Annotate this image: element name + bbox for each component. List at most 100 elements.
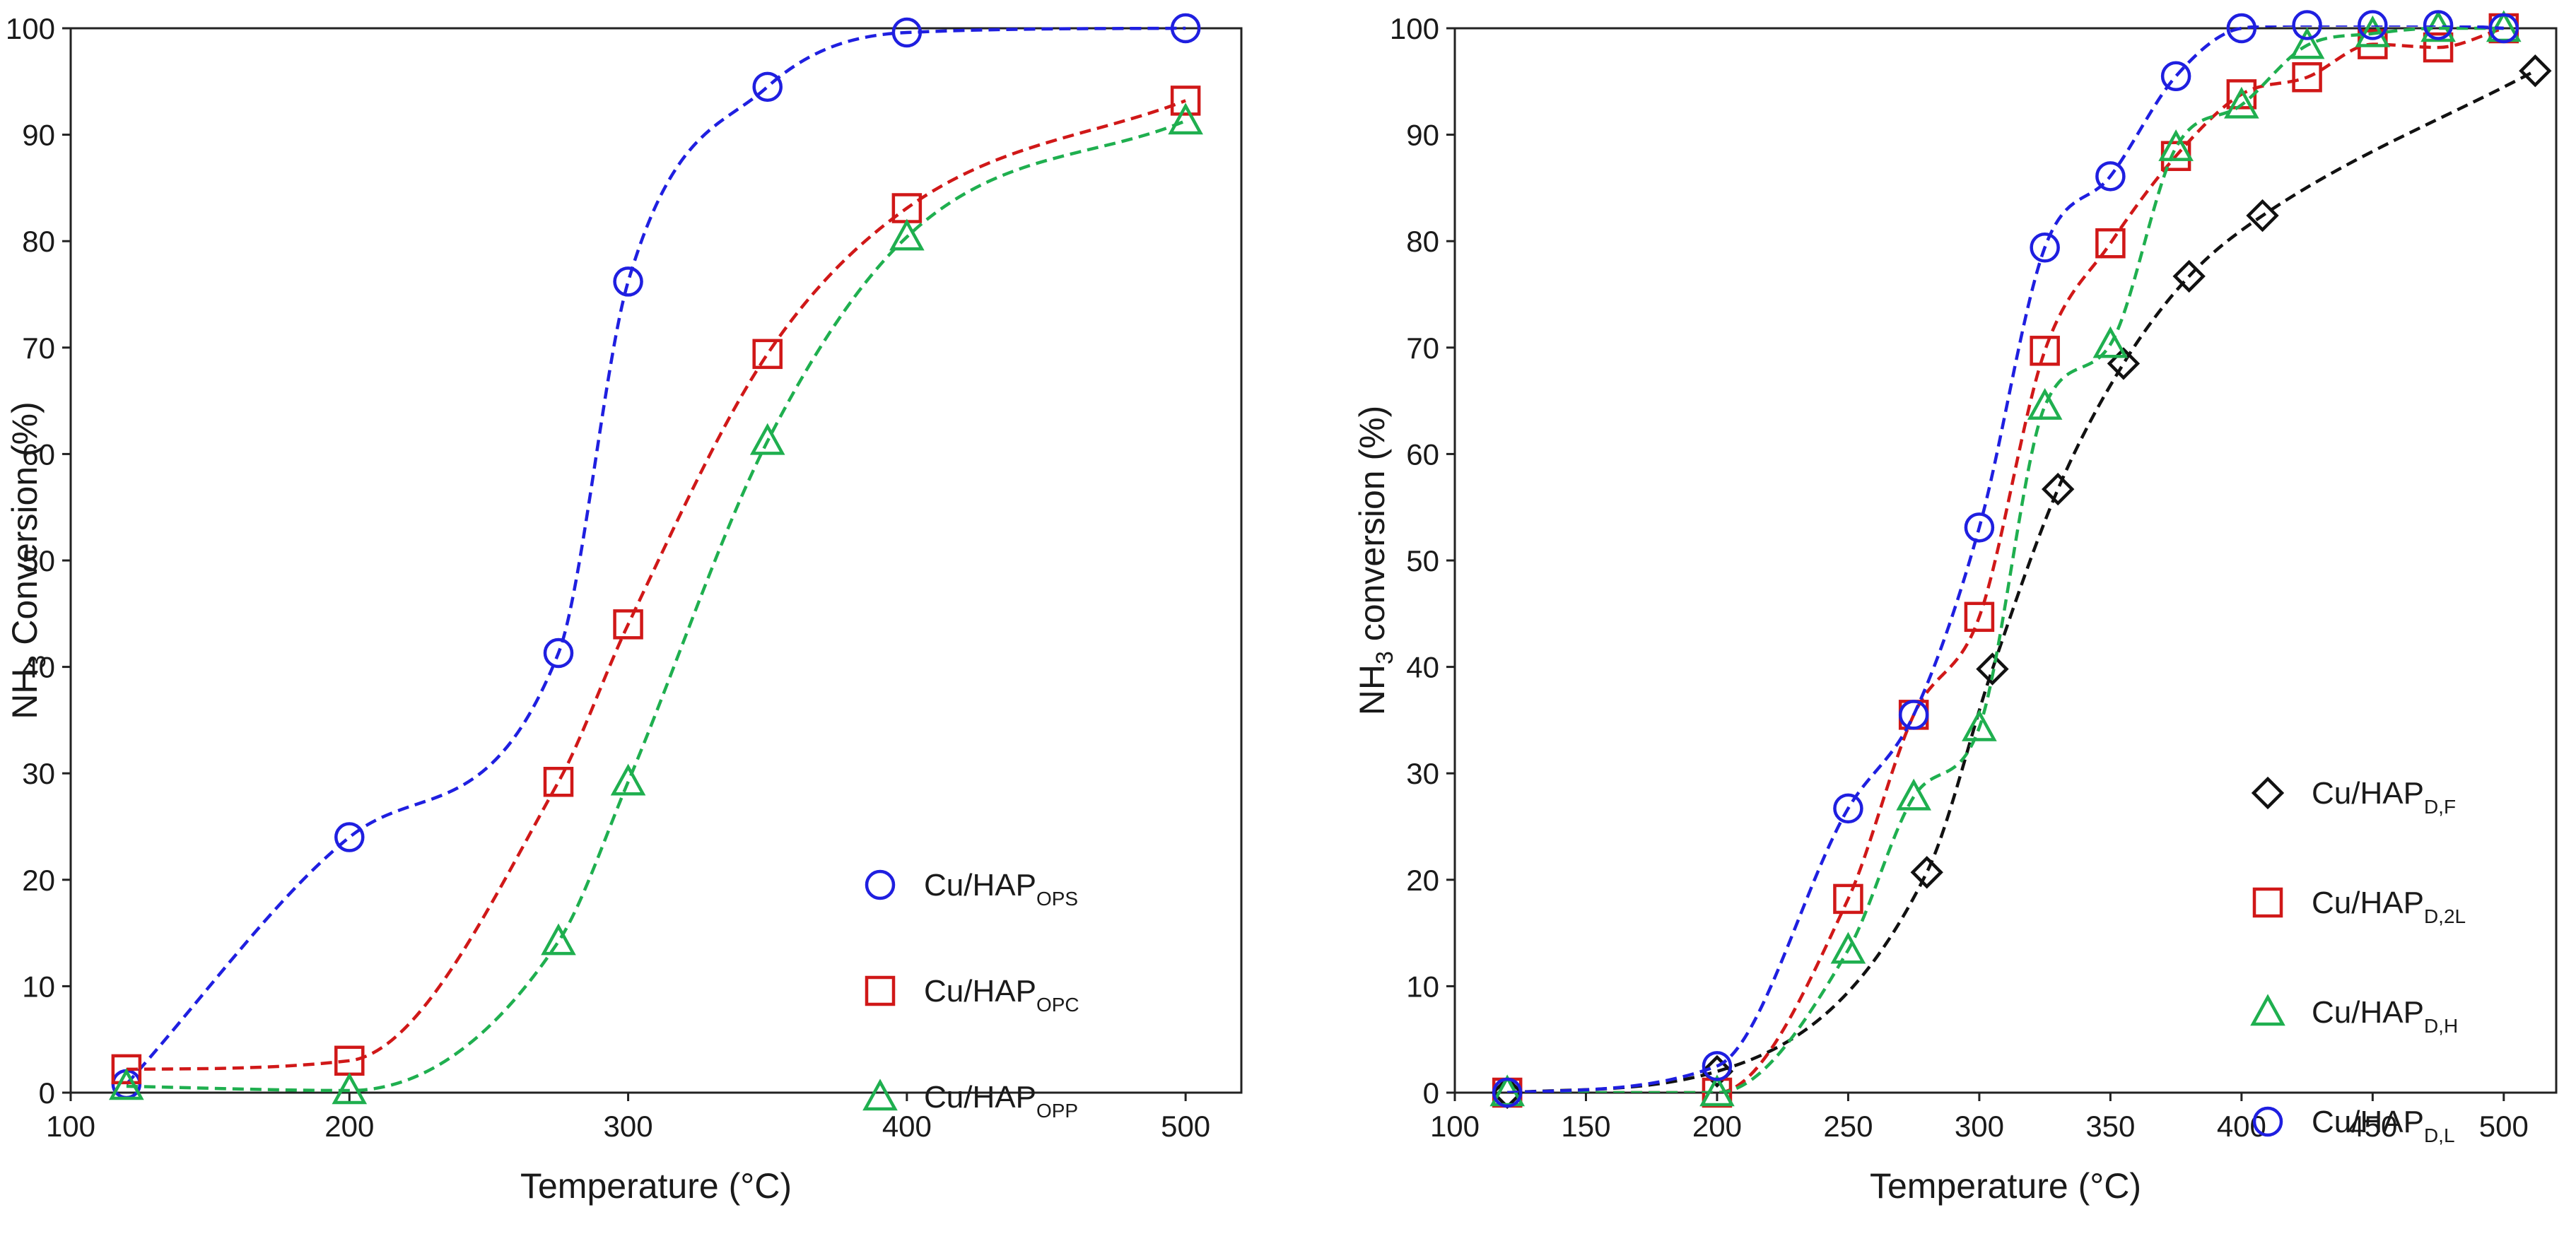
- x-tick-label: 350: [2085, 1110, 2135, 1143]
- data-point-d-h: [1699, 1074, 1735, 1107]
- data-point-opc: [543, 766, 574, 797]
- series-cu-hap-d-2l: [1492, 13, 2519, 1108]
- y-axis-title: NH3 Conversion (%): [5, 401, 51, 719]
- fit-curve-opp: [126, 119, 1186, 1093]
- data-point-opp: [749, 423, 785, 455]
- x-tick-label: 250: [1823, 1110, 1873, 1143]
- series-cu-hap-ops: [111, 13, 1201, 1100]
- fit-curve-opc: [126, 99, 1186, 1071]
- data-point-d-h: [2158, 129, 2194, 161]
- y-tick-label: 50: [1406, 544, 1439, 577]
- data-point-ops: [543, 637, 574, 669]
- series-cu-hap-opc: [111, 86, 1201, 1085]
- legend-label-d-h: Cu/HAPD,H: [2312, 995, 2458, 1037]
- data-point-d-l: [2488, 13, 2519, 44]
- y-tick-label: 10: [22, 970, 55, 1003]
- legend-label-d-l: Cu/HAPD,L: [2312, 1105, 2455, 1146]
- x-tick-label: 150: [1561, 1110, 1610, 1143]
- data-point-d-l: [2423, 10, 2454, 40]
- data-point-d-l: [2030, 232, 2060, 263]
- legend-marker-d-l: [2252, 1106, 2283, 1137]
- x-axis-title: Temperature (°C): [520, 1166, 792, 1206]
- y-tick-label: 90: [22, 119, 55, 152]
- y-tick-label: 40: [22, 651, 55, 684]
- fit-curve-d-f: [1507, 69, 2536, 1093]
- legend-item-d-h: Cu/HAPD,H: [2250, 994, 2458, 1037]
- legend-item-ops: Cu/HAPOPS: [865, 868, 1078, 910]
- data-point-ops: [891, 17, 923, 48]
- data-point-opp: [332, 1072, 368, 1105]
- legend-marker-d-2l: [2252, 887, 2283, 918]
- data-point-d-h: [2420, 10, 2456, 42]
- legend-label-d-2l: Cu/HAPD,2L: [2312, 886, 2466, 927]
- x-tick-label: 300: [604, 1110, 653, 1143]
- legend-marker-opp: [862, 1079, 898, 1111]
- x-tick-label: 400: [882, 1110, 932, 1143]
- chart-right: 0 10 20 30 40 50 60 70 80 90 100 100 150 200 250 300 350…: [1352, 10, 2558, 1206]
- data-point-opp: [610, 763, 646, 796]
- y-tick-label: 30: [22, 757, 55, 790]
- y-tick-label: 100: [6, 12, 55, 45]
- data-point-d-l: [1492, 1077, 1523, 1108]
- data-point-ops: [752, 71, 783, 102]
- data-point-opc: [752, 339, 783, 370]
- fit-curve-ops: [125, 26, 1186, 1086]
- data-point-d-f: [1910, 856, 1943, 889]
- data-point-d-l: [2358, 10, 2388, 40]
- y-tick-label: 20: [22, 864, 55, 897]
- y-tick-label: 30: [1406, 757, 1439, 790]
- legend-marker-d-f: [2251, 776, 2285, 810]
- data-point-d-h: [1830, 932, 1866, 964]
- legend: Cu/HAPD,F Cu/HAPD,2L Cu/HAPD,H Cu/HAPD,L: [2250, 776, 2466, 1146]
- legend-item-d-f: Cu/HAPD,F: [2251, 776, 2456, 818]
- y-tick-label: 70: [22, 331, 55, 365]
- legend-label-d-f: Cu/HAPD,F: [2312, 776, 2456, 818]
- y-tick-label: 0: [39, 1076, 55, 1110]
- data-point-d-f: [2042, 472, 2075, 506]
- data-point-d-l: [2095, 161, 2126, 192]
- legend-marker-d-h: [2250, 994, 2285, 1026]
- data-point-d-l: [2160, 61, 2191, 92]
- data-point-d-2l: [2292, 62, 2322, 93]
- legend-marker-opc: [865, 975, 896, 1006]
- data-point-d-f: [2519, 54, 2552, 88]
- legend: Cu/HAPOPS Cu/HAPOPC Cu/HAPOPP: [862, 868, 1079, 1122]
- plot-frame: [69, 27, 1243, 1094]
- x-tick-label: 200: [1692, 1110, 1742, 1143]
- fit-curve-d-2l: [1507, 26, 2505, 1093]
- legend-item-opp: Cu/HAPOPP: [862, 1079, 1078, 1122]
- y-tick-label: 60: [1406, 437, 1439, 471]
- legend-item-d-l: Cu/HAPD,L: [2252, 1105, 2455, 1146]
- x-tick-label: 300: [1955, 1110, 2004, 1143]
- data-point-opp: [541, 923, 576, 956]
- data-point-d-2l: [2423, 32, 2454, 63]
- x-tick-label: 400: [2217, 1110, 2266, 1143]
- y-tick-label: 80: [22, 225, 55, 258]
- data-point-d-2l: [1833, 883, 1863, 915]
- data-point-d-h: [2092, 326, 2129, 358]
- plot-frame: [1453, 27, 2558, 1094]
- data-point-opc: [1170, 86, 1201, 116]
- data-point-d-h: [2289, 27, 2325, 59]
- data-point-d-l: [1964, 512, 1995, 543]
- series-cu-hap-d-l: [1492, 10, 2519, 1108]
- fit-curve-d-l: [1507, 25, 2504, 1093]
- data-point-d-f: [2107, 347, 2141, 380]
- fit-curve-d-h: [1507, 26, 2504, 1093]
- data-point-ops: [613, 266, 643, 297]
- chart-left: 0 10 20 30 40 50 60 70 80 90 100 100 200 300 400 500 Tem…: [5, 12, 1243, 1206]
- y-tick-label: 60: [22, 437, 55, 471]
- data-point-opp: [109, 1068, 144, 1100]
- data-point-opp: [1168, 102, 1203, 135]
- series-cu-hap-opp: [109, 102, 1203, 1105]
- data-point-d-f: [2246, 199, 2279, 233]
- x-axis-title: Temperature (°C): [1870, 1166, 2141, 1206]
- legend-label-opp: Cu/HAPOPP: [924, 1080, 1078, 1122]
- data-point-d-h: [1896, 778, 1931, 811]
- x-tick-label: 100: [1430, 1110, 1480, 1143]
- y-tick-label: 40: [1406, 651, 1439, 684]
- data-point-d-l: [2292, 10, 2322, 40]
- data-point-d-l: [2226, 13, 2257, 44]
- legend-item-opc: Cu/HAPOPC: [865, 974, 1079, 1016]
